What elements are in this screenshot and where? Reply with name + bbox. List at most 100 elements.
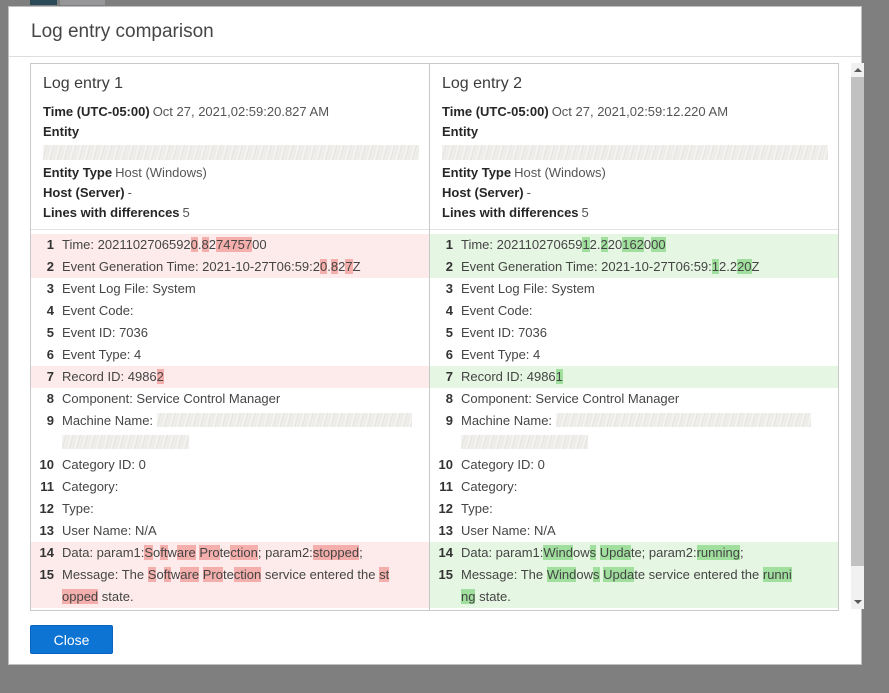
line-number: 11: [439, 479, 453, 494]
line-text: Category:: [461, 479, 518, 494]
line-number: 1: [445, 237, 453, 252]
line-number: 12: [39, 501, 54, 516]
diff-count-field: Lines with differences 5: [442, 203, 828, 223]
log-line-9: 9 Machine Name:: [31, 410, 429, 454]
line-text: Event Code:: [461, 303, 533, 318]
diff-count-value: 5: [581, 205, 589, 220]
scroll-down-button[interactable]: [851, 595, 864, 609]
dialog-title: Log entry comparison: [31, 20, 214, 42]
time-field: Time (UTC-05:00) Oct 27, 2021,02:59:12.22…: [442, 102, 828, 122]
log-line-11: 11 Category:: [31, 476, 429, 498]
entity-type-field: Entity Type Host (Windows): [442, 163, 828, 183]
host-value: -: [526, 185, 531, 200]
scroll-up-button[interactable]: [851, 63, 864, 77]
entity-type-value: Host (Windows): [115, 165, 207, 180]
line-text: Category ID: 0: [62, 457, 146, 472]
entity-field: Entity: [442, 122, 828, 142]
dialog-header: Log entry comparison: [9, 7, 861, 57]
line-number: 6: [445, 347, 453, 362]
line-text: Category:: [62, 479, 119, 494]
line-text: Category ID: 0: [461, 457, 545, 472]
redacted-entity-value: [442, 145, 828, 160]
entity-type-field: Entity Type Host (Windows): [43, 163, 419, 183]
line-text: Event Log File: System: [62, 281, 196, 296]
line-text: User Name: N/A: [62, 523, 157, 538]
log-line-8: 8 Component: Service Control Manager: [430, 388, 838, 410]
line-number: 11: [40, 479, 54, 494]
log-entry-1-column: Log entry 1 Time (UTC-05:00) Oct 27, 2021…: [31, 64, 429, 610]
line-number: 10: [438, 457, 453, 472]
line-number: 7: [46, 369, 54, 384]
line-text: Data: param1:Software Protection; param2…: [62, 545, 363, 560]
close-button[interactable]: Close: [30, 625, 113, 654]
log-line-8: 8 Component: Service Control Manager: [31, 388, 429, 410]
line-text: Event ID: 7036: [62, 325, 148, 340]
line-text: Message: The Windows Update service ente…: [461, 567, 792, 604]
line-number: 13: [39, 523, 54, 538]
log-line-3: 3 Event Log File: System: [31, 278, 429, 300]
line-number: 13: [438, 523, 453, 538]
line-number: 14: [438, 545, 453, 560]
background-page-fragment: [30, 0, 57, 5]
line-text: Time: 20211027065920.827475700: [62, 237, 267, 252]
log-line-13: 13 User Name: N/A: [430, 520, 838, 542]
diff-count-label: Lines with differences: [442, 205, 579, 220]
line-text: Event Type: 4: [62, 347, 142, 362]
line-number: 14: [39, 545, 54, 560]
line-text: Message: The Software Protection service…: [62, 567, 390, 604]
diff-count-field: Lines with differences 5: [43, 203, 419, 223]
down-arrow-icon: [853, 600, 862, 604]
log-line-7: 7 Record ID: 49862: [31, 366, 429, 388]
log-line-10: 10 Category ID: 0: [31, 454, 429, 476]
redacted-machine-name: [461, 435, 588, 449]
entity-field: Entity: [43, 122, 419, 142]
log-line-14: 14 Data: param1:Windows Update; param2:ru…: [430, 542, 838, 564]
host-label: Host (Server): [442, 185, 524, 200]
vertical-scrollbar[interactable]: [851, 63, 864, 609]
line-text: Event Code:: [62, 303, 134, 318]
redacted-machine-name: [62, 435, 189, 449]
log-line-10: 10 Category ID: 0: [430, 454, 838, 476]
line-text: Record ID: 49861: [461, 369, 563, 384]
line-number: 8: [46, 391, 54, 406]
host-label: Host (Server): [43, 185, 125, 200]
scrollbar-thumb[interactable]: [851, 77, 864, 566]
dialog-body: Log entry 1 Time (UTC-05:00) Oct 27, 2021…: [9, 57, 864, 615]
line-number: 12: [438, 501, 453, 516]
time-field: Time (UTC-05:00) Oct 27, 2021,02:59:20.82…: [43, 102, 419, 122]
log-line-14: 14 Data: param1:Software Protection; para…: [31, 542, 429, 564]
line-text: Event Generation Time: 2021-10-27T06:59:…: [461, 259, 760, 274]
time-value: Oct 27, 2021,02:59:12.220 AM: [551, 104, 729, 119]
redacted-machine-name: [555, 413, 811, 427]
diff-count-label: Lines with differences: [43, 205, 180, 220]
redacted-machine-name: [156, 413, 412, 427]
log-line-11: 11 Category:: [430, 476, 838, 498]
entity-label: Entity: [442, 124, 479, 139]
line-text: Component: Service Control Manager: [461, 391, 680, 406]
entity-type-label: Entity Type: [442, 165, 512, 180]
line-number: 9: [445, 413, 453, 428]
log-entry-1-header: Log entry 1 Time (UTC-05:00) Oct 27, 2021…: [31, 64, 429, 230]
line-number: 3: [445, 281, 453, 296]
log-entry-2-header: Log entry 2 Time (UTC-05:00) Oct 27, 2021…: [430, 64, 838, 230]
time-label: Time (UTC-05:00): [442, 104, 549, 119]
log-entry-1-title: Log entry 1: [43, 75, 124, 92]
line-text: User Name: N/A: [461, 523, 556, 538]
log-entry-2-title: Log entry 2: [442, 75, 523, 92]
log-line-1: 1 Time: 20211027065912.220162000: [430, 234, 838, 256]
log-line-2: 2 Event Generation Time: 2021-10-27T06:59…: [31, 256, 429, 278]
line-number: 15: [39, 567, 54, 582]
dialog-footer: Close: [9, 615, 861, 664]
log-line-9: 9 Machine Name:: [430, 410, 838, 454]
log-line-5: 5 Event ID: 7036: [31, 322, 429, 344]
comparison-panel: Log entry 1 Time (UTC-05:00) Oct 27, 2021…: [30, 63, 839, 611]
log-line-3: 3 Event Log File: System: [430, 278, 838, 300]
line-text: Type:: [62, 501, 94, 516]
log-line-15: 15 Message: The Software Protection servi…: [31, 564, 429, 608]
log-entry-2-lines: 1 Time: 20211027065912.220162000 2 Event Ge…: [430, 230, 838, 610]
line-text: Time: 20211027065912.220162000: [461, 237, 666, 252]
diff-count-value: 5: [182, 205, 190, 220]
line-text: Machine Name:: [461, 410, 811, 454]
line-number: 2: [445, 259, 453, 274]
log-line-15: 15 Message: The Windows Update service en…: [430, 564, 838, 608]
